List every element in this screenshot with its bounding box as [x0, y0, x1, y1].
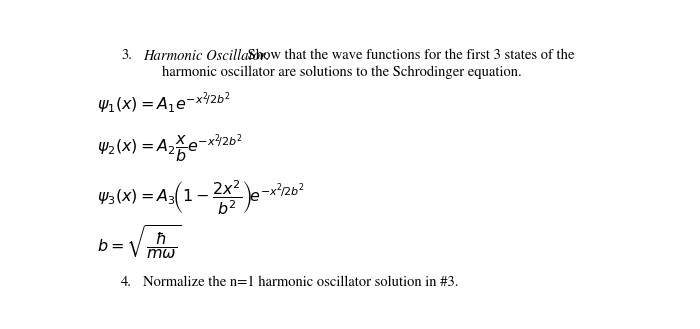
Text: harmonic oscillator are solutions to the Schrodinger equation.: harmonic oscillator are solutions to the… — [162, 66, 522, 80]
Text: $b = \sqrt{\dfrac{\hbar}{m\omega}}$: $b = \sqrt{\dfrac{\hbar}{m\omega}}$ — [97, 224, 181, 263]
Text: $\psi_2(x) = A_2\dfrac{x}{b}e^{-x^2\!/2b^2}$: $\psi_2(x) = A_2\dfrac{x}{b}e^{-x^2\!/2b… — [97, 132, 243, 165]
Text: Harmonic Oscillator.: Harmonic Oscillator. — [144, 48, 270, 63]
Text: $\psi_1(x) = A_1e^{-x^2\!/2b^2}$: $\psi_1(x) = A_1e^{-x^2\!/2b^2}$ — [97, 90, 230, 116]
Text: $\psi_3(x) = A_3\!\left(1 - \dfrac{2x^2}{b^2}\right)\!e^{-x^2\!/2b^2}$: $\psi_3(x) = A_3\!\left(1 - \dfrac{2x^2}… — [97, 179, 305, 217]
Text: Normalize the n=1 harmonic oscillator solution in #3.: Normalize the n=1 harmonic oscillator so… — [144, 276, 459, 289]
Text: Show that the wave functions for the first 3 states of the: Show that the wave functions for the fir… — [244, 48, 574, 62]
Text: 4.: 4. — [121, 276, 132, 289]
Text: 3.: 3. — [121, 48, 132, 62]
